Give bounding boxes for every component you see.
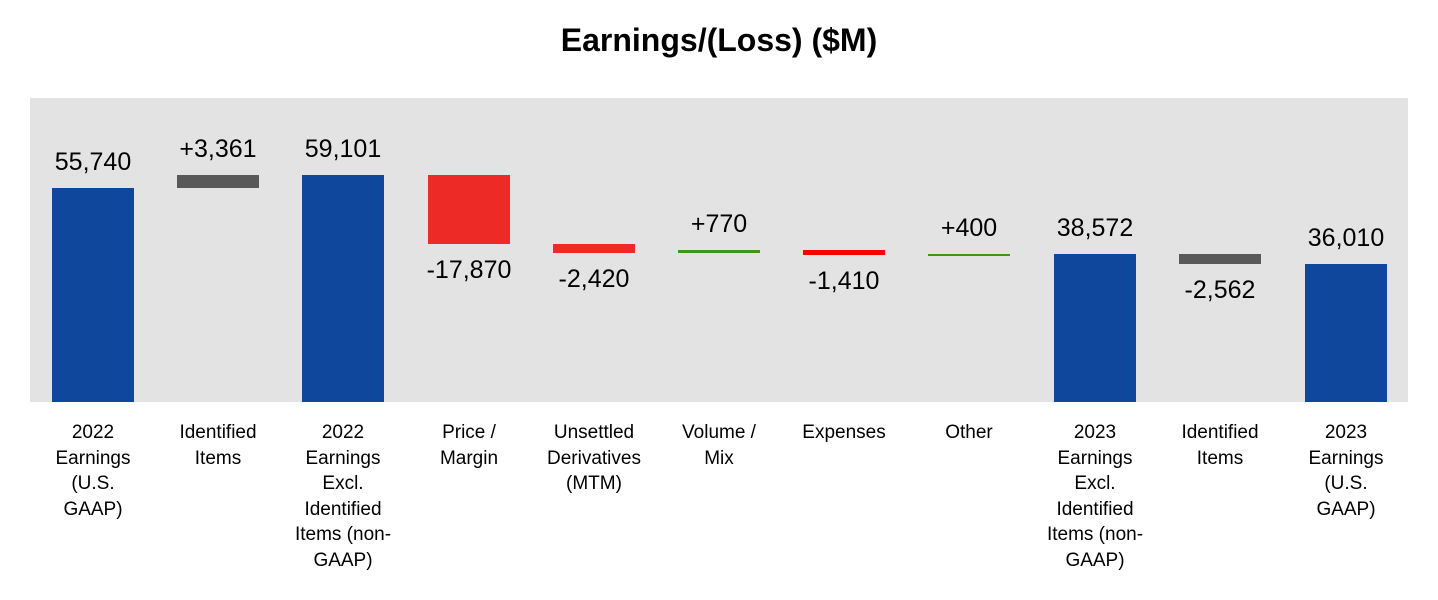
category-label-line: (U.S. bbox=[71, 473, 115, 494]
category-label-line: Items (non- bbox=[294, 524, 392, 545]
category-label: Expenses bbox=[779, 420, 909, 446]
category-label-line: Price / bbox=[442, 422, 496, 443]
category-label-line: Items bbox=[1196, 447, 1244, 469]
category-label-line: GAAP) bbox=[63, 498, 123, 520]
category-label-line: Identified bbox=[304, 498, 382, 520]
category-label: 2023 Earnings Excl. Identified Items (non- GA… bbox=[1030, 420, 1160, 573]
category-label: 2023 Earnings (U.S. GAAP) bbox=[1281, 420, 1411, 522]
value-label: -2,420 bbox=[558, 264, 630, 293]
category-label-line: Other bbox=[945, 422, 993, 443]
value-label: +3,361 bbox=[179, 135, 257, 164]
category-label-line: Earnings bbox=[1308, 447, 1384, 469]
value-label: 38,572 bbox=[1056, 213, 1134, 242]
bar-positive bbox=[928, 253, 1010, 256]
bar-negative bbox=[428, 175, 510, 244]
chart-title: Earnings/(Loss) ($M) bbox=[560, 22, 878, 58]
category-label: Price / Margin bbox=[404, 420, 534, 471]
category-label-line: Unsettled bbox=[553, 422, 635, 443]
bar-total bbox=[302, 175, 384, 402]
category-label-line: 2023 bbox=[1324, 422, 1368, 443]
category-label-line: 2022 bbox=[321, 422, 365, 443]
value-label: -2,562 bbox=[1184, 275, 1256, 304]
bar-negative bbox=[803, 250, 885, 256]
plot-area bbox=[30, 98, 1408, 402]
category-label-line: Expenses bbox=[802, 422, 886, 443]
category-label-line: GAAP) bbox=[1065, 549, 1125, 571]
category-label-line: GAAP) bbox=[313, 549, 373, 571]
category-label-line: (MTM) bbox=[566, 473, 622, 494]
value-label: 36,010 bbox=[1307, 223, 1385, 252]
bar-positive bbox=[678, 250, 760, 254]
category-label-line: 2022 bbox=[71, 422, 115, 443]
category-label-line: Earnings bbox=[1057, 447, 1133, 469]
bar-total bbox=[1054, 253, 1136, 402]
category-label-line: Margin bbox=[439, 447, 499, 469]
category-label-line: Identified bbox=[1056, 498, 1134, 520]
value-label: 59,101 bbox=[304, 135, 382, 164]
bar-total bbox=[52, 188, 134, 402]
value-label: -17,870 bbox=[426, 255, 512, 284]
category-label-line: Excl. bbox=[1074, 473, 1116, 494]
bar-negative bbox=[553, 243, 635, 253]
category-label-line: Volume / bbox=[682, 422, 756, 443]
category-label-line: Earnings bbox=[55, 447, 131, 469]
category-label: Volume / Mix bbox=[654, 420, 784, 471]
category-label: Identified Items bbox=[1155, 420, 1285, 471]
category-label: Other bbox=[904, 420, 1034, 446]
category-label-line: Derivatives bbox=[547, 447, 641, 469]
bar-identified bbox=[1179, 253, 1261, 264]
category-label-line: 2023 bbox=[1073, 422, 1117, 443]
value-label: 55,740 bbox=[54, 148, 132, 176]
category-label-line: Identified bbox=[1181, 422, 1259, 443]
value-label: -1,410 bbox=[808, 267, 880, 296]
category-label: Identified Items bbox=[153, 420, 283, 471]
value-label: +400 bbox=[940, 213, 998, 242]
bar-identified bbox=[177, 175, 259, 188]
category-label-line: Identified bbox=[179, 422, 257, 443]
category-label: Unsettled Derivatives (MTM) bbox=[529, 420, 659, 497]
category-label-line: Items bbox=[194, 447, 242, 469]
category-label-line: Mix bbox=[704, 447, 734, 469]
category-label-line: Items (non- bbox=[1046, 524, 1144, 545]
category-label-line: Excl. bbox=[322, 473, 364, 494]
bar-total bbox=[1305, 263, 1387, 402]
category-label-line: Earnings bbox=[305, 447, 381, 469]
category-label: 2022 Earnings (U.S. GAAP) bbox=[28, 420, 158, 522]
category-label-line: GAAP) bbox=[1316, 498, 1376, 520]
category-label: 2022 Earnings Excl. Identified Items (non- GA… bbox=[278, 420, 408, 573]
value-label: +770 bbox=[690, 210, 748, 239]
category-label-line: (U.S. bbox=[1324, 473, 1368, 494]
